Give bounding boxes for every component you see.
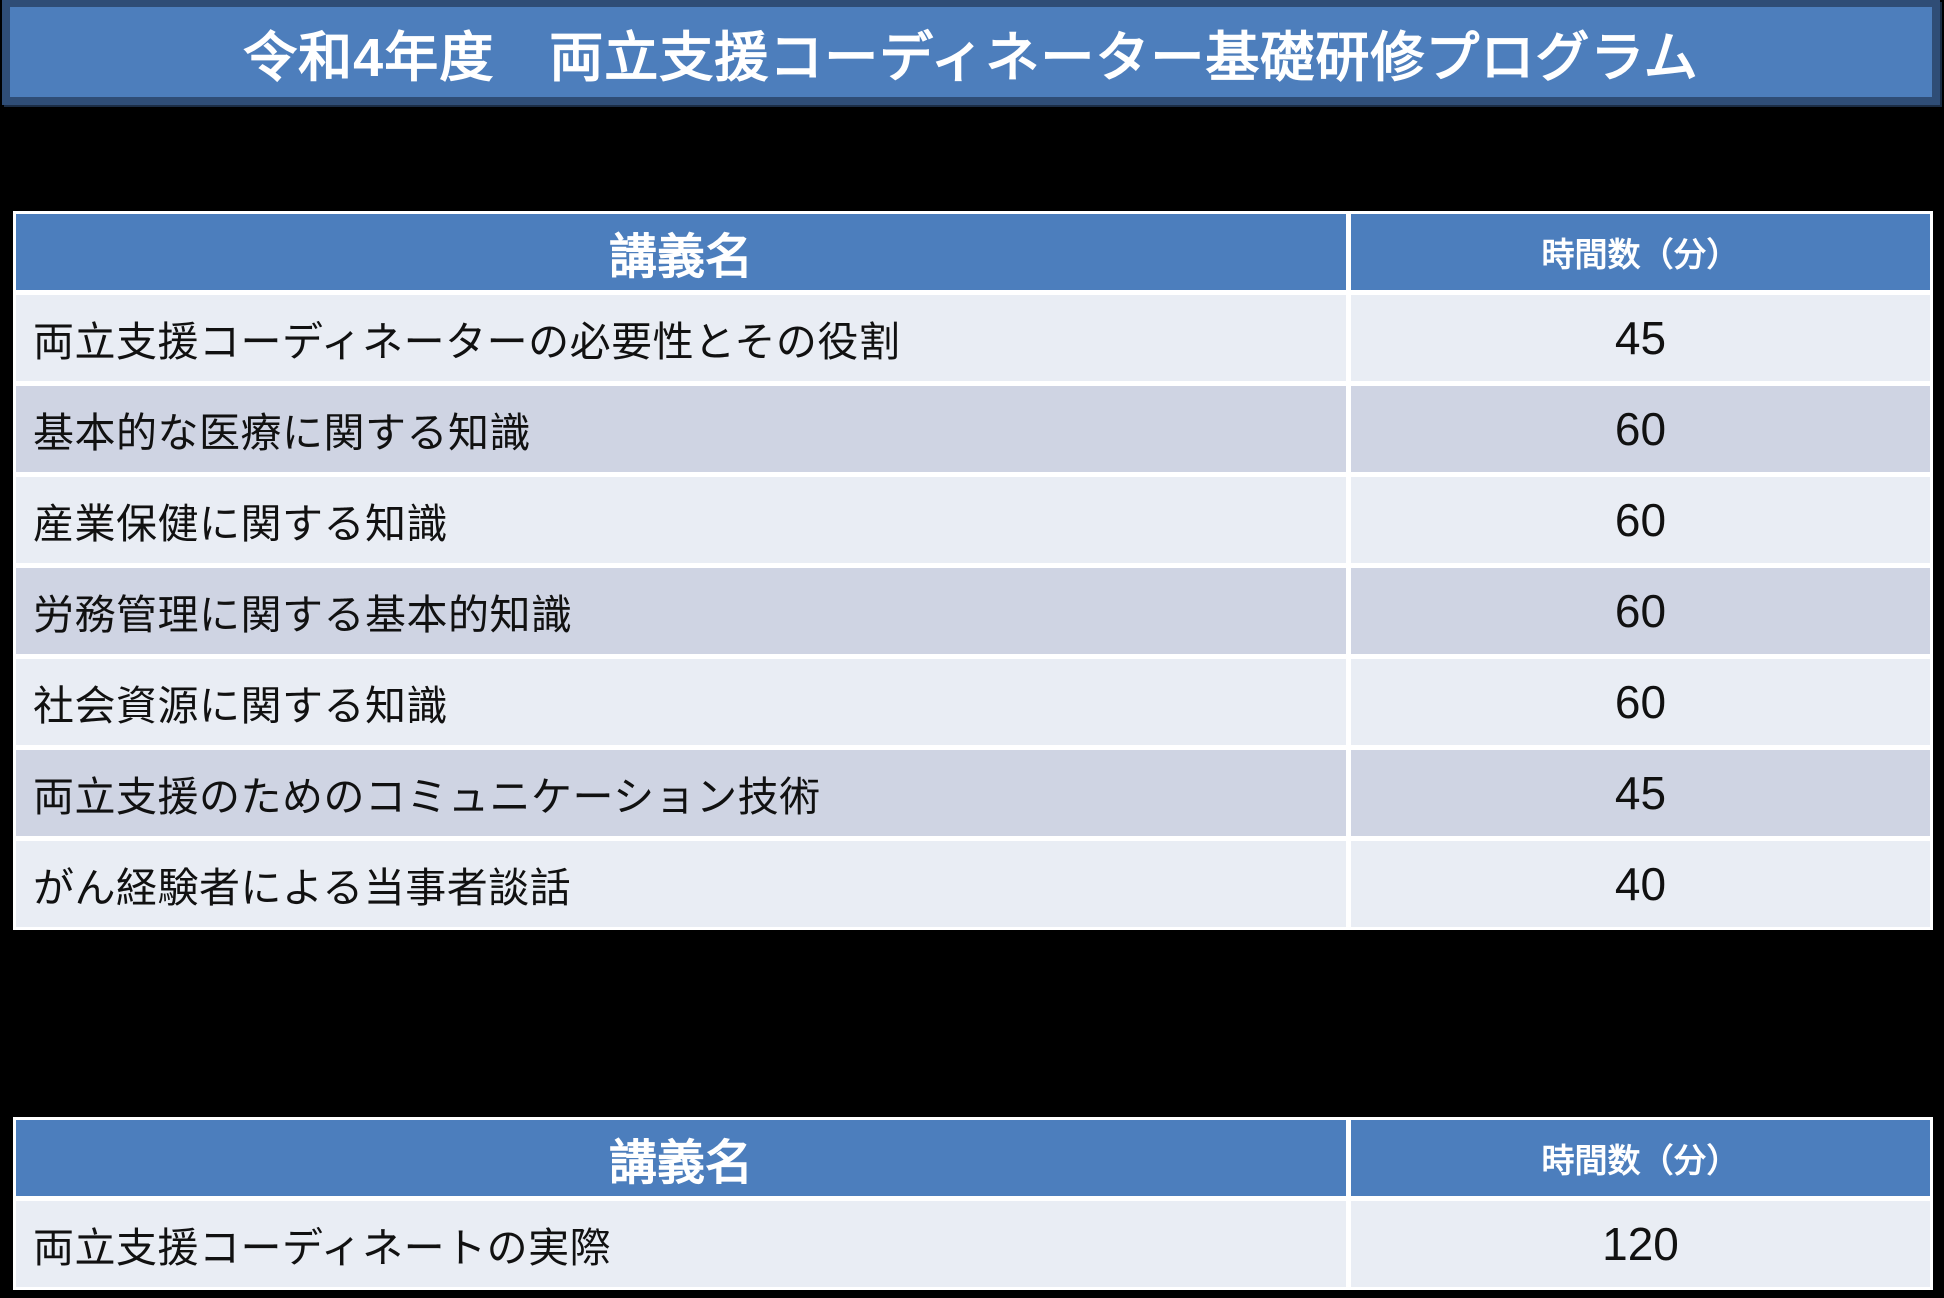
minutes-cell: 60 xyxy=(1351,477,1930,563)
lecture-name-cell: 両立支援のためのコミュニケーション技術 xyxy=(16,750,1346,836)
column-header-lecture-name: 講義名 xyxy=(16,1120,1346,1196)
lecture-name-cell: 社会資源に関する知識 xyxy=(16,659,1346,745)
program-table-lectures: 講義名 時間数（分） 両立支援コーディネーターの必要性とその役割 45 基本的な… xyxy=(13,211,1933,930)
table-row: 基本的な医療に関する知識 60 xyxy=(16,386,1930,472)
lecture-name-cell: 両立支援コーディネートの実際 xyxy=(16,1201,1346,1287)
column-header-lecture-name: 講義名 xyxy=(16,214,1346,290)
table-row: がん経験者による当事者談話 40 xyxy=(16,841,1930,927)
table-row: 両立支援コーディネーターの必要性とその役割 45 xyxy=(16,295,1930,381)
lecture-name-cell: 労務管理に関する基本的知識 xyxy=(16,568,1346,654)
minutes-cell: 120 xyxy=(1351,1201,1930,1287)
lecture-name-cell: 産業保健に関する知識 xyxy=(16,477,1346,563)
table-header-row: 講義名 時間数（分） xyxy=(16,214,1930,290)
lecture-name-cell: がん経験者による当事者談話 xyxy=(16,841,1346,927)
column-header-minutes: 時間数（分） xyxy=(1351,1120,1930,1196)
table-row: 労務管理に関する基本的知識 60 xyxy=(16,568,1930,654)
column-header-minutes: 時間数（分） xyxy=(1351,214,1930,290)
table-row: 両立支援のためのコミュニケーション技術 45 xyxy=(16,750,1930,836)
minutes-cell: 60 xyxy=(1351,386,1930,472)
title-banner: 令和4年度 両立支援コーディネーター基礎研修プログラム xyxy=(2,0,1940,105)
minutes-cell: 45 xyxy=(1351,295,1930,381)
table-row: 産業保健に関する知識 60 xyxy=(16,477,1930,563)
table-header-row: 講義名 時間数（分） xyxy=(16,1120,1930,1196)
minutes-cell: 40 xyxy=(1351,841,1930,927)
table-body: 両立支援コーディネーターの必要性とその役割 45 基本的な医療に関する知識 60… xyxy=(16,295,1930,927)
minutes-cell: 45 xyxy=(1351,750,1930,836)
table-body: 両立支援コーディネートの実際 120 xyxy=(16,1201,1930,1287)
table-row: 両立支援コーディネートの実際 120 xyxy=(16,1201,1930,1287)
minutes-cell: 60 xyxy=(1351,568,1930,654)
lecture-name-cell: 両立支援コーディネーターの必要性とその役割 xyxy=(16,295,1346,381)
table-row: 社会資源に関する知識 60 xyxy=(16,659,1930,745)
minutes-cell: 60 xyxy=(1351,659,1930,745)
lecture-name-cell: 基本的な医療に関する知識 xyxy=(16,386,1346,472)
page-title: 令和4年度 両立支援コーディネーター基礎研修プログラム xyxy=(243,27,1699,88)
program-table-practical: 講義名 時間数（分） 両立支援コーディネートの実際 120 xyxy=(13,1117,1933,1290)
